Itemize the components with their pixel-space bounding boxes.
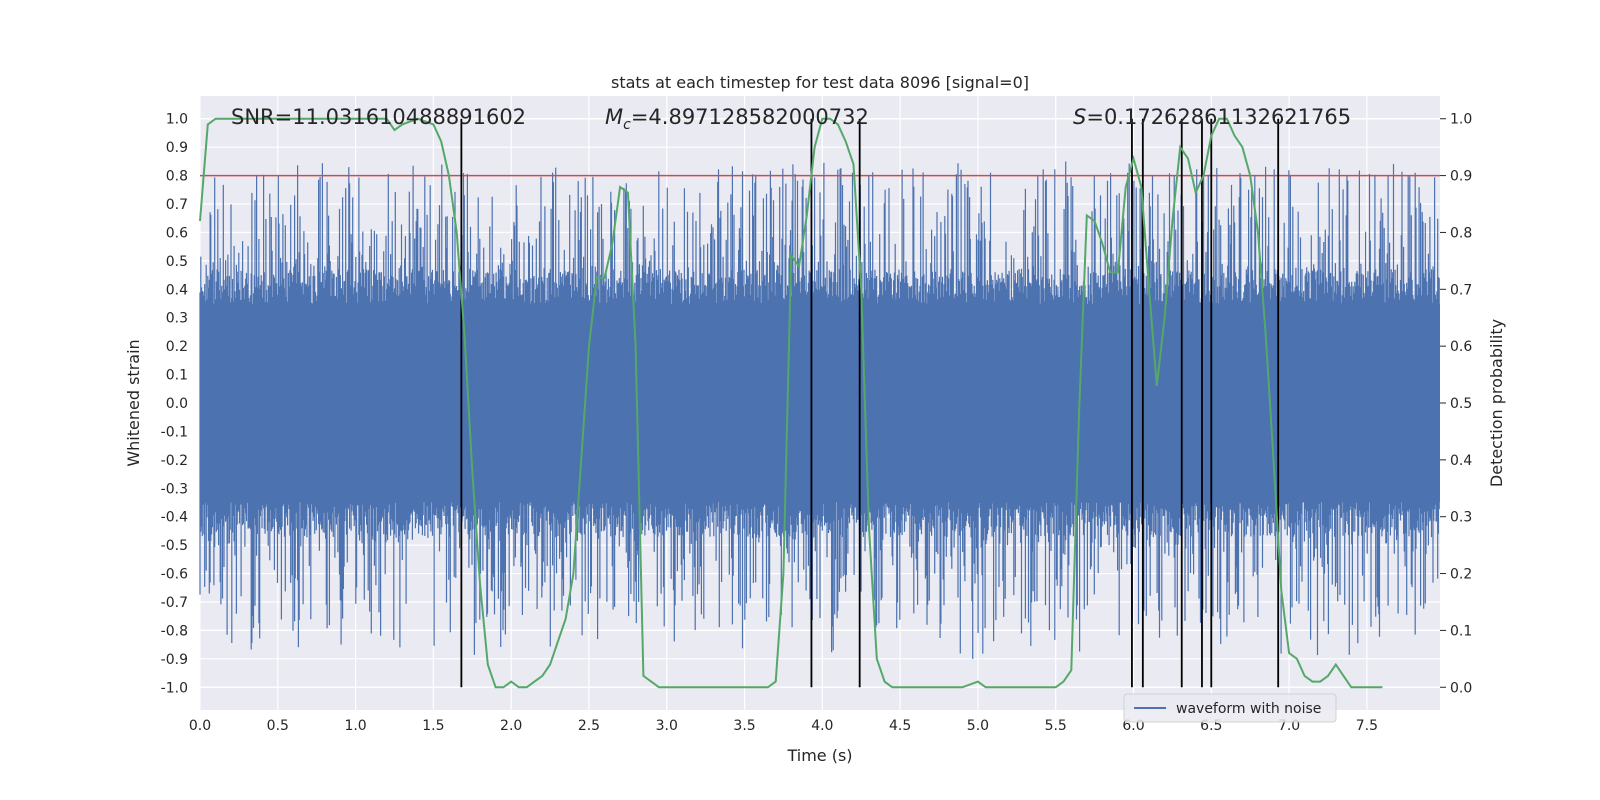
y-tick-label: -0.8	[161, 623, 188, 639]
x-tick-label: 2.5	[578, 718, 600, 734]
y-tick-label: 0.8	[166, 169, 188, 185]
y-tick-label: -0.2	[161, 453, 188, 469]
chirp-mass-value: =4.897128582000732	[631, 105, 869, 129]
chart-title: stats at each timestep for test data 809…	[611, 73, 1029, 92]
x-tick-label: 3.0	[656, 718, 678, 734]
x-tick-label: 0.5	[267, 718, 289, 734]
x-tick-label: 2.0	[500, 718, 522, 734]
y2-tick-labels: 0.0 0.1 0.2 0.3 0.4 0.5 0.6 0.7 0.8 0.9 1.0	[1440, 112, 1472, 696]
trigger-lines	[460, 118, 1280, 688]
spin-symbol: S	[1073, 105, 1086, 129]
chirp-mass-annotation: Mc=4.897128582000732	[605, 105, 869, 133]
y-tick-label: 0.2	[166, 339, 188, 355]
y2-tick-label: 0.7	[1450, 282, 1472, 298]
y2-tick-label: 0.8	[1450, 225, 1472, 241]
y2-tick-label: 1.0	[1450, 112, 1472, 128]
y-tick-label: -0.3	[161, 481, 188, 497]
y2-tick-label: 0.6	[1450, 339, 1472, 355]
y-tick-label: -0.1	[161, 424, 188, 440]
x-tick-label: 5.0	[967, 718, 989, 734]
legend-label: waveform with noise	[1176, 701, 1321, 717]
y-tick-labels: -1.0 -0.9 -0.8 -0.7 -0.6 -0.5 -0.4 -0.3 -0.2 -0.1…	[161, 112, 188, 697]
y2-tick-label: 0.4	[1450, 453, 1472, 469]
y2-axis-label: Detection probability	[1487, 319, 1506, 487]
x-axis-label: Time (s)	[786, 746, 852, 765]
y-tick-label: -0.9	[161, 652, 188, 668]
x-tick-label: 4.5	[889, 718, 911, 734]
y-tick-label: 1.0	[166, 112, 188, 128]
spin-value: =0.1726286113262176​5	[1086, 105, 1351, 129]
x-tick-label: 0.0	[189, 718, 211, 734]
y2-tick-label: 0.2	[1450, 567, 1472, 583]
x-tick-label: 3.5	[733, 718, 755, 734]
y-tick-label: 0.4	[166, 282, 188, 298]
y-tick-label: -0.5	[161, 538, 188, 554]
y-axis-label: Whitened strain	[124, 339, 143, 466]
chirp-mass-symbol: M	[605, 105, 623, 129]
y-tick-label: 0.6	[166, 225, 188, 241]
legend-box	[1123, 693, 1337, 723]
y-tick-label: 0.3	[166, 311, 188, 327]
y2-tick-label: 0.5	[1450, 396, 1472, 412]
y-tick-label: 0.0	[166, 396, 188, 412]
snr-annotation: SNR=11.031610488891602	[231, 105, 526, 129]
x-tick-label: 1.5	[422, 718, 444, 734]
y-tick-label: -0.6	[161, 567, 188, 583]
y2-tick-label: 0.3	[1450, 510, 1472, 526]
chirp-mass-subscript: c	[623, 117, 631, 133]
waveform-trace	[199, 161, 1440, 659]
y-tick-label: -0.4	[161, 510, 188, 526]
spin-annotation: S=0.1726286113262176​5	[1073, 105, 1351, 129]
legend: waveform with noise	[1123, 693, 1337, 723]
y-tick-label: 0.5	[166, 254, 188, 270]
probability-line	[199, 117, 1383, 689]
x-tick-label: 1.0	[344, 718, 366, 734]
x-tick-label: 7.5	[1356, 718, 1378, 734]
waveform-series	[199, 161, 1440, 659]
y2-tick-label: 0.0	[1450, 680, 1472, 696]
y-tick-label: -1.0	[161, 680, 188, 696]
y2-tick-label: 0.9	[1450, 169, 1472, 185]
y-tick-label: 0.9	[166, 140, 188, 156]
x-tick-label: 5.5	[1045, 718, 1067, 734]
x-tick-label: 4.0	[811, 718, 833, 734]
y-tick-label: -0.7	[161, 595, 188, 611]
y2-tick-label: 0.1	[1450, 623, 1472, 639]
y-tick-label: 0.1	[166, 368, 188, 384]
y-tick-label: 0.7	[166, 197, 188, 213]
